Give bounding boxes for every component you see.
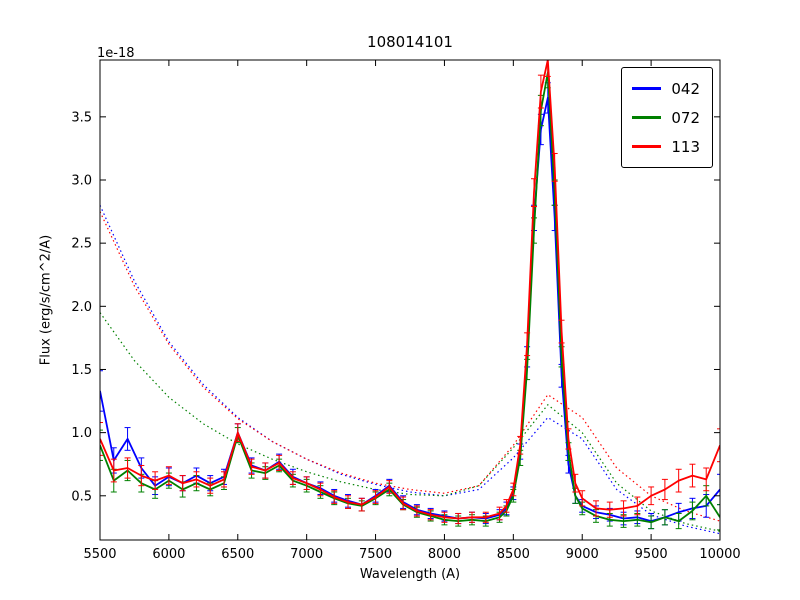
- y-tick-label: 1.5: [71, 363, 92, 378]
- x-tick-label: 9500: [635, 547, 668, 562]
- legend-entry-042: 042: [632, 74, 700, 103]
- spectrum-line-072: [100, 71, 720, 524]
- legend-line-sample-072: [632, 116, 662, 119]
- legend-line-sample-042: [632, 87, 662, 90]
- x-tick-label: 6500: [221, 547, 254, 562]
- x-tick-label: 8500: [497, 547, 530, 562]
- x-tick-label: 10000: [699, 547, 740, 562]
- legend: 042 072 113: [621, 67, 713, 168]
- x-tick-label: 8000: [428, 547, 461, 562]
- y-tick-label: 2.5: [71, 237, 92, 252]
- dotted-series-042-model: [100, 205, 720, 535]
- x-tick-label: 5500: [83, 547, 116, 562]
- legend-label-072: 072: [671, 108, 700, 127]
- y-tick-label: 2.0: [71, 300, 92, 315]
- x-tick-label: 9000: [566, 547, 599, 562]
- plot-title: 108014101: [367, 33, 453, 51]
- x-tick-label: 7000: [290, 547, 323, 562]
- spectrum-line-113: [100, 60, 720, 520]
- y-axis-label: Flux (erg/s/cm^2/A): [38, 234, 54, 366]
- dotted-series-113-model: [100, 211, 720, 522]
- y-tick-label: 3.0: [71, 174, 92, 189]
- x-axis-label: Wavelength (A): [359, 567, 461, 582]
- x-tick-label: 7500: [359, 547, 392, 562]
- y-tick-label: 1.0: [71, 426, 92, 441]
- legend-label-042: 042: [671, 79, 700, 98]
- y-axis-offset-text: 1e-18: [97, 46, 135, 61]
- axes-frame: [99, 59, 721, 541]
- y-tick-label: 0.5: [71, 489, 92, 504]
- x-tick-label: 6000: [152, 547, 185, 562]
- legend-label-113: 113: [671, 137, 700, 156]
- legend-entry-113: 113: [632, 132, 700, 161]
- legend-line-sample-113: [632, 145, 662, 148]
- solid-series-113: [100, 60, 720, 525]
- legend-entry-072: 072: [632, 103, 700, 132]
- dotted-series-072-model: [100, 312, 720, 532]
- y-tick-label: 3.5: [71, 110, 92, 125]
